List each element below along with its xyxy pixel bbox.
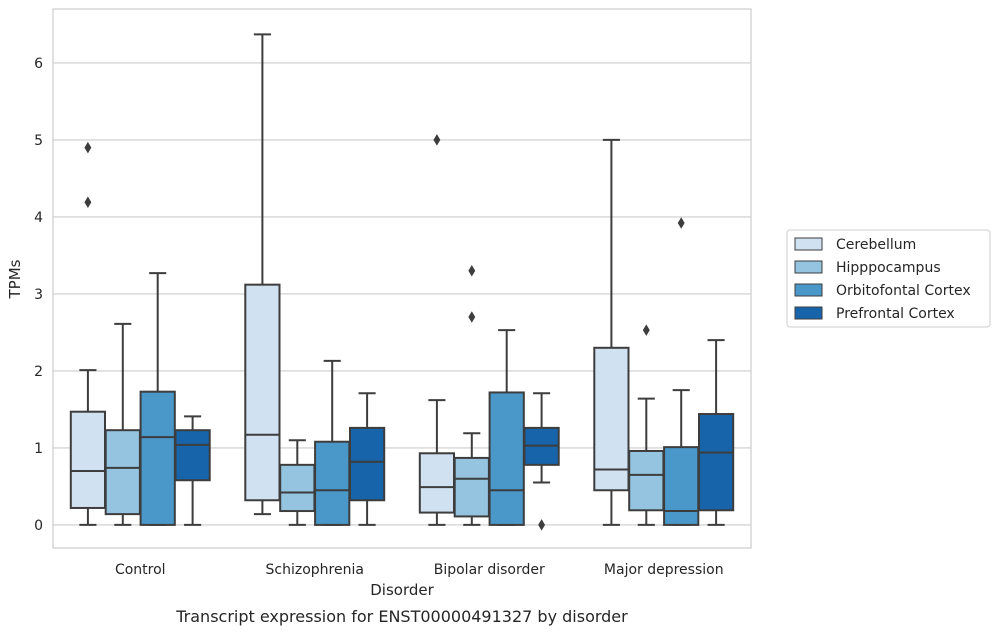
legend-label-1: Hipppocampus (836, 260, 941, 276)
box-iqr (314, 440, 351, 526)
box-2-2 (488, 329, 525, 526)
box-iqr (348, 426, 386, 502)
box-1-3 (348, 392, 386, 526)
legend-swatch-3 (794, 306, 823, 320)
box-2-0 (418, 134, 456, 526)
box-1-0 (244, 33, 281, 516)
y-axis-title: TPMs (6, 259, 24, 299)
box-iqr (69, 410, 107, 509)
y-tick-label-3: 3 (34, 287, 43, 303)
outlier-point-1 (468, 265, 476, 277)
x-tick-label-2: Bipolar disorder (434, 562, 545, 578)
box-2-1 (453, 265, 490, 526)
box-0-3 (174, 415, 211, 526)
box-3-2 (663, 217, 700, 526)
legend-label-0: Cerebellum (836, 237, 916, 253)
x-tick-labels: Control Schizophrenia Bipolar disorder Majo… (115, 562, 724, 578)
box-iqr (663, 446, 700, 526)
box-iqr (244, 283, 281, 502)
outlier-point-0 (433, 134, 441, 146)
box-iqr (418, 452, 456, 514)
y-tick-label-6: 6 (34, 56, 43, 72)
legend: Cerebellum Hipppocampus Orbitofontal Corte… (786, 229, 991, 328)
box-iqr (628, 449, 665, 512)
outlier-point-0 (84, 196, 92, 209)
legend-label-2: Orbitofontal Cortex (836, 283, 971, 299)
x-tick-label-3: Major depression (604, 562, 724, 578)
outlier-point-0 (677, 217, 685, 229)
box-iqr (697, 413, 735, 512)
box-series (69, 33, 735, 531)
y-tick-label-2: 2 (34, 364, 43, 380)
box-iqr (104, 429, 141, 516)
outlier-point-0 (642, 324, 650, 336)
box-0-1 (104, 322, 141, 526)
plot-frame (52, 8, 752, 549)
box-3-0 (593, 138, 630, 526)
x-tick-label-1: Schizophrenia (266, 562, 364, 578)
box-iqr (174, 429, 211, 482)
box-2-3 (523, 392, 560, 531)
y-tick-labels: 0 1 2 3 4 5 6 (34, 56, 43, 534)
legend-swatch-1 (794, 260, 823, 274)
box-1-1 (279, 439, 316, 526)
legend-frame (786, 229, 991, 328)
outlier-point-0 (468, 311, 476, 323)
x-tick-label-0: Control (115, 562, 166, 578)
y-tick-label-0: 0 (34, 518, 43, 534)
box-iqr (488, 391, 525, 526)
chart-caption: Transcript expression for ENST0000049132… (175, 607, 628, 626)
box-iqr (279, 463, 316, 513)
box-0-0 (69, 141, 107, 526)
legend-swatch-0 (794, 237, 823, 251)
legend-label-3: Prefrontal Cortex (836, 306, 955, 322)
legend-swatch-2 (794, 283, 823, 297)
box-0-2 (139, 272, 176, 526)
outlier-point-0 (538, 519, 546, 531)
box-iqr (453, 456, 490, 518)
box-3-3 (697, 339, 735, 526)
box-1-2 (314, 359, 351, 526)
box-3-1 (628, 324, 665, 526)
outlier-point-1 (84, 141, 92, 154)
y-tick-label-1: 1 (34, 441, 43, 457)
x-axis-title: Disorder (370, 581, 434, 599)
y-tick-label-5: 5 (34, 133, 43, 149)
y-tick-label-4: 4 (34, 210, 43, 226)
box-iqr (139, 390, 176, 526)
box-iqr (593, 346, 630, 492)
